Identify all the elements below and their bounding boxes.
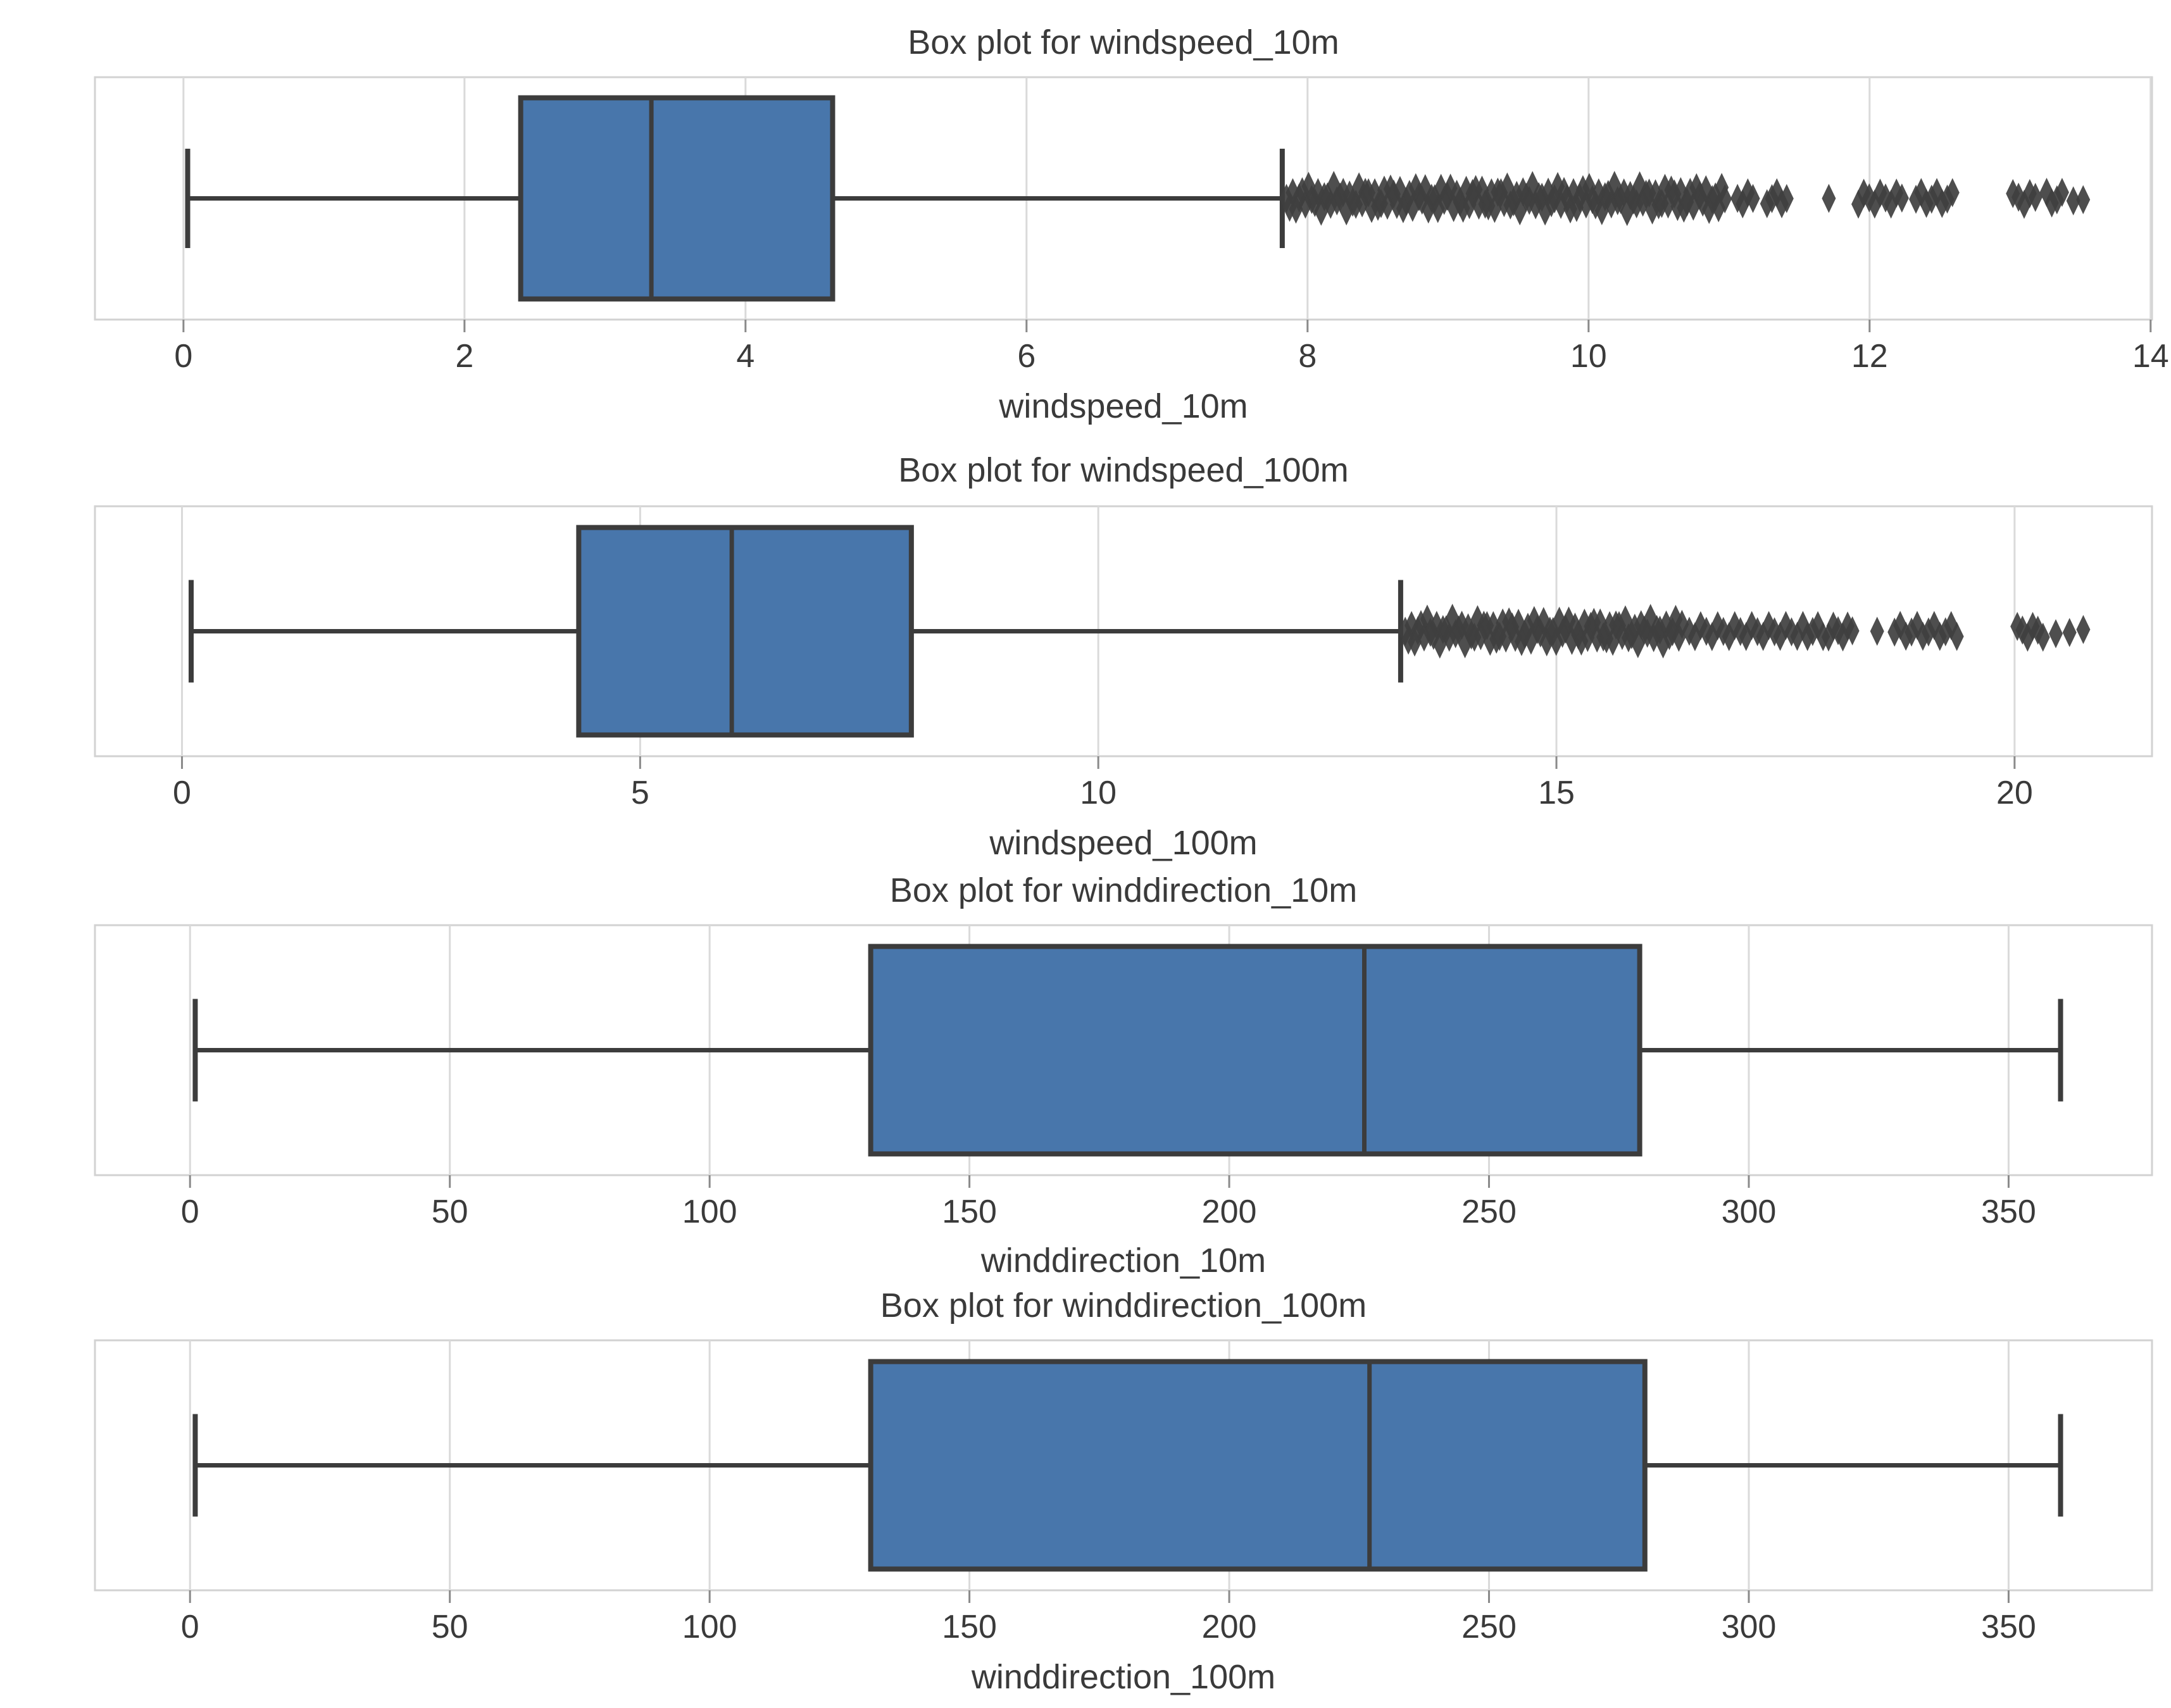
tick-label: 50 <box>431 1194 468 1230</box>
xlabel-winddirection-100m: winddirection_100m <box>971 1658 1276 1696</box>
tick-label: 0 <box>180 1609 199 1645</box>
xlabel-winddirection-10m: winddirection_10m <box>980 1242 1267 1280</box>
tick-label: 250 <box>1461 1194 1517 1230</box>
tick-label: 50 <box>431 1609 468 1645</box>
outlier-diamond <box>1779 184 1794 213</box>
tick-label: 0 <box>174 338 193 375</box>
plot-panel-3 <box>94 1339 2153 1603</box>
tick-label: 100 <box>682 1609 737 1645</box>
tick-label: 300 <box>1721 1609 1777 1645</box>
iqr-box <box>868 944 1642 1157</box>
outlier-diamond <box>2076 614 2091 644</box>
tick-label: 150 <box>942 1194 997 1230</box>
outlier-diamond <box>1822 184 1836 213</box>
plot-panel-1 <box>94 505 2153 769</box>
plot-panel-2 <box>94 924 2153 1188</box>
iqr-box <box>518 95 835 302</box>
tick-label: 150 <box>942 1609 997 1645</box>
tick-label: 10 <box>1080 775 1117 811</box>
plot-panel-0 <box>94 76 2153 332</box>
outlier-diamond <box>2048 619 2063 649</box>
outlier-diamond <box>1718 184 1732 214</box>
outlier-diamond <box>1945 178 1960 208</box>
tick-label: 0 <box>180 1194 199 1230</box>
tick-label: 8 <box>1298 338 1317 375</box>
plot-title-winddirection-100m: Box plot for winddirection_100m <box>880 1287 1367 1325</box>
tick-label: 2 <box>455 338 474 375</box>
tick-label: 5 <box>630 775 649 811</box>
iqr-box <box>868 1359 1648 1572</box>
tick-label: 6 <box>1017 338 1036 375</box>
iqr-box <box>576 525 914 738</box>
plot-title-windspeed-10m: Box plot for windspeed_10m <box>908 23 1339 61</box>
outlier-diamond <box>1845 616 1860 645</box>
tick-label: 12 <box>1851 338 1888 375</box>
outlier-diamond <box>2076 185 2091 215</box>
tick-label: 0 <box>173 775 191 811</box>
tick-label: 4 <box>736 338 755 375</box>
tick-label: 20 <box>1996 775 2033 811</box>
plot-title-winddirection-10m: Box plot for winddirection_10m <box>889 871 1358 909</box>
tick-label: 350 <box>1981 1194 2036 1230</box>
outlier-diamond <box>2028 182 2043 212</box>
outlier-diamond <box>2062 618 2077 647</box>
outlier-diamond <box>1949 621 1964 651</box>
tick-label: 14 <box>2132 338 2169 375</box>
tick-label: 100 <box>682 1194 737 1230</box>
xlabel-windspeed-10m: windspeed_10m <box>999 387 1248 425</box>
tick-label: 300 <box>1721 1194 1777 1230</box>
tick-label: 15 <box>1538 775 1575 811</box>
tick-label: 250 <box>1461 1609 1517 1645</box>
outlier-diamond <box>2066 186 2080 216</box>
tick-label: 10 <box>1570 338 1607 375</box>
tick-label: 350 <box>1981 1609 2036 1645</box>
plot-title-windspeed-100m: Box plot for windspeed_100m <box>898 451 1349 489</box>
outlier-diamond <box>1894 184 1909 213</box>
xlabel-windspeed-100m: windspeed_100m <box>989 824 1258 862</box>
outlier-diamond <box>1870 616 1884 646</box>
outlier-diamond <box>1746 184 1760 213</box>
outlier-diamond <box>2036 622 2050 652</box>
tick-label: 200 <box>1201 1609 1257 1645</box>
outlier-diamond <box>2055 177 2069 207</box>
tick-label: 200 <box>1201 1194 1257 1230</box>
